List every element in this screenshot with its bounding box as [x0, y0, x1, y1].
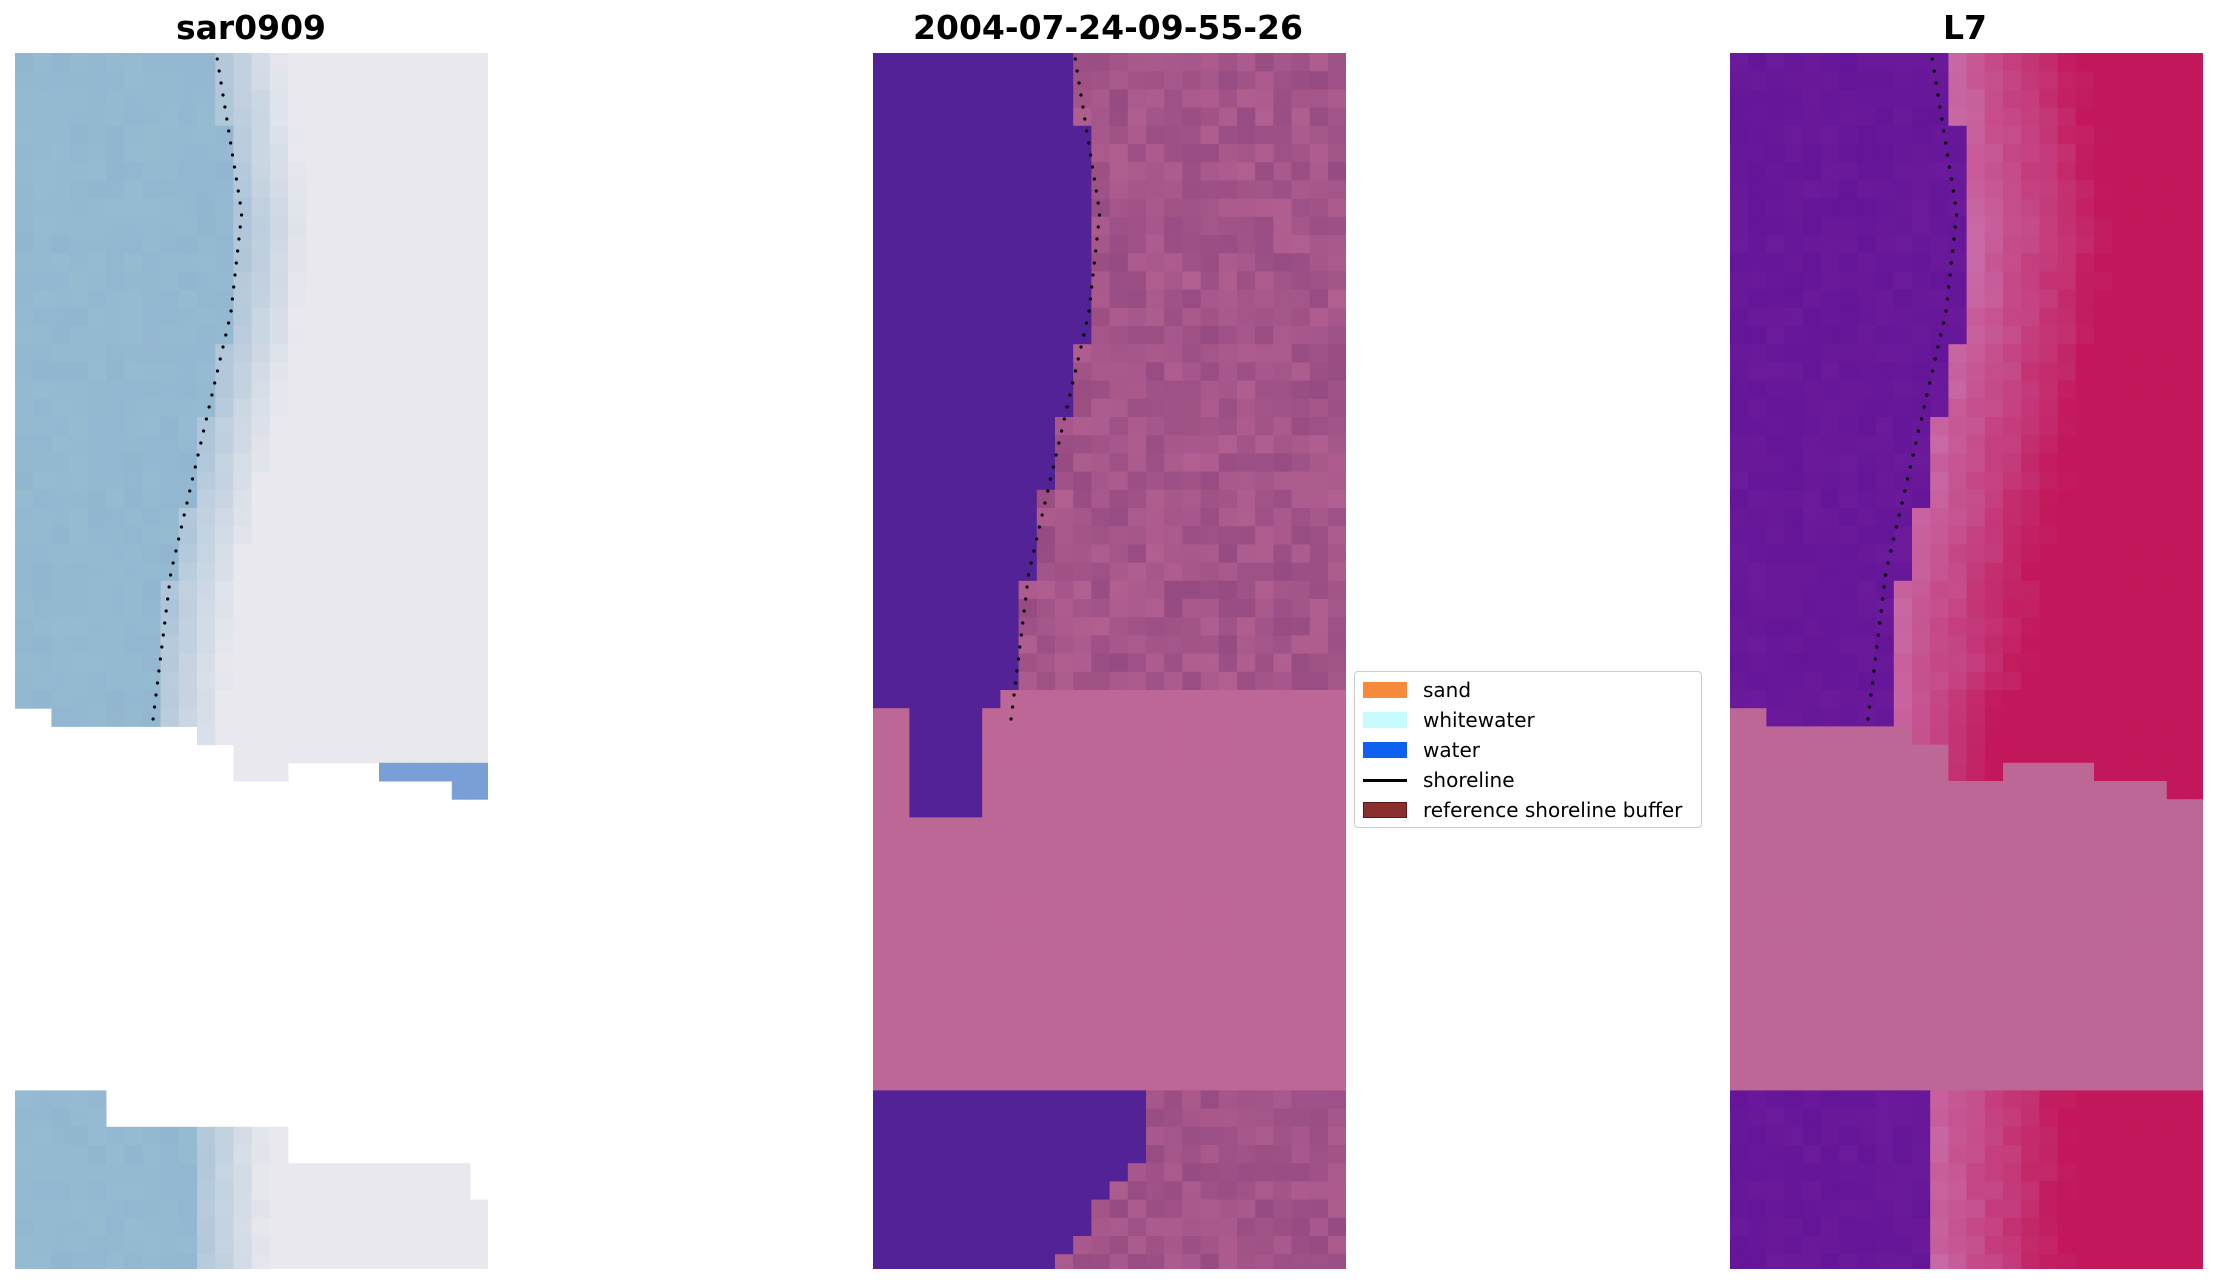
legend-item-shoreline: shoreline — [1363, 768, 1515, 792]
legend-label-water: water — [1423, 738, 1480, 762]
legend-swatch-reference-buffer — [1363, 802, 1407, 818]
panel-title-rgb: sar0909 — [175, 8, 327, 47]
legend-line-shoreline — [1363, 778, 1407, 782]
legend-item-water: water — [1363, 738, 1480, 762]
legend-item-sand: sand — [1363, 678, 1471, 702]
legend-item-reference-buffer: reference shoreline buffer — [1363, 798, 1682, 822]
rgb-image-panel — [15, 53, 488, 1269]
legend-swatch-whitewater — [1363, 712, 1407, 728]
legend-swatch-water — [1363, 742, 1407, 758]
legend-label-sand: sand — [1423, 678, 1472, 702]
legend-label-whitewater: whitewater — [1423, 708, 1535, 732]
legend-label-shoreline: shoreline — [1423, 768, 1515, 792]
panel-title-mndwi: L7 — [1943, 8, 1987, 47]
legend-item-whitewater: whitewater — [1363, 708, 1535, 732]
classified-image — [873, 53, 1346, 1269]
legend: sand whitewater water shoreline referenc… — [1354, 671, 1702, 828]
legend-label-reference-buffer: reference shoreline buffer — [1423, 798, 1683, 822]
classified-image-panel — [873, 53, 1346, 1269]
legend-swatch-sand — [1363, 682, 1407, 698]
mndwi-image-panel — [1730, 53, 2203, 1269]
mndwi-image — [1730, 53, 2203, 1269]
rgb-image — [15, 53, 488, 1269]
panel-title-classified: 2004-07-24-09-55-26 — [913, 8, 1303, 47]
